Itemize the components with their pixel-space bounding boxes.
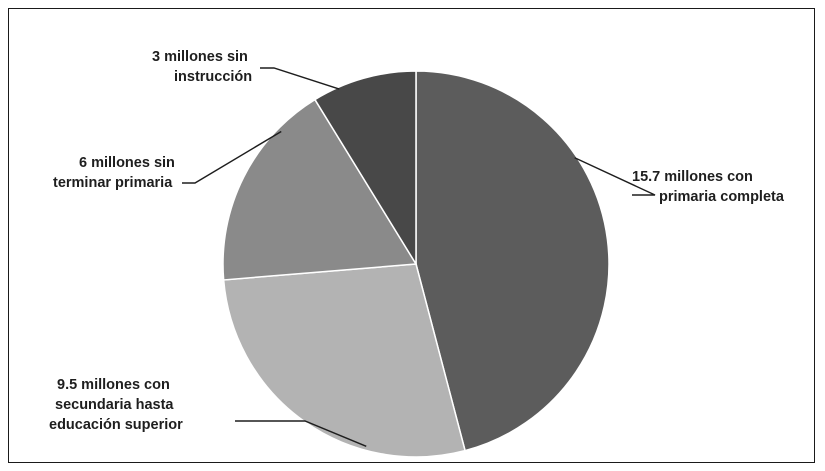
slice-label-2: 6 millones sin terminar primaria <box>53 155 179 191</box>
slice-label-3: 3 millones sin instrucción <box>152 49 252 85</box>
leader-line-1 <box>235 420 367 447</box>
pie-slices <box>222 70 610 458</box>
slice-label-0: 15.7 millones con primaria completa <box>632 169 785 205</box>
leader-lines <box>182 67 656 447</box>
pie-slice-0 <box>415 70 610 452</box>
leader-line-2 <box>182 130 282 184</box>
leader-line-0 <box>574 157 656 196</box>
pie-slice-3 <box>313 70 417 267</box>
leader-line-3 <box>260 67 340 90</box>
pie-slice-2 <box>222 98 418 281</box>
slice-label-1: 9.5 millones con secundaria hasta educac… <box>49 377 183 433</box>
